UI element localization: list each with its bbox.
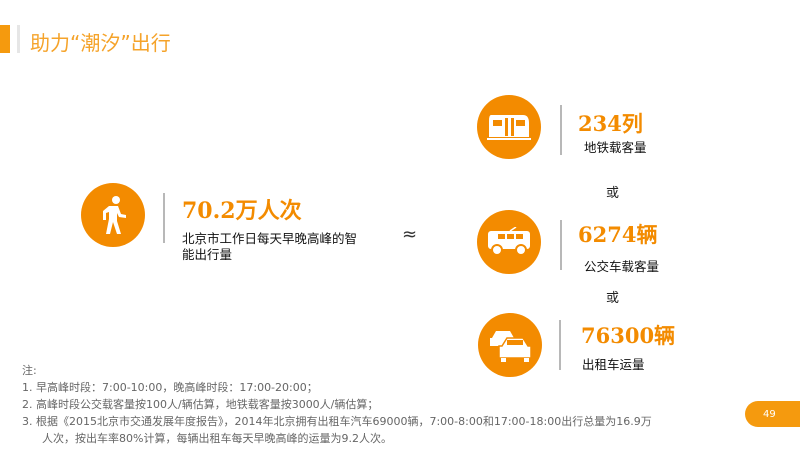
- metro-label: 地铁载客量: [584, 140, 647, 155]
- title-divider: [17, 25, 20, 53]
- bus-icon: [477, 210, 541, 274]
- walking-person-icon: [81, 183, 145, 247]
- total-value: 70.2万人次: [182, 198, 302, 224]
- page-title: 助力“潮汐”出行: [30, 31, 171, 55]
- page-number-badge: 49: [745, 401, 800, 427]
- note-line: 3. 根据《2015北京市交通发展年度报告》，2014年北京拥有出租车汽车690…: [22, 415, 652, 428]
- taxi-label: 出租车运量: [582, 357, 645, 372]
- or-label: 或: [606, 291, 620, 306]
- taxi-cars-icon: [478, 313, 542, 377]
- notes-heading: 注:: [22, 364, 37, 377]
- approx-symbol: ≈: [402, 224, 418, 245]
- divider: [163, 193, 165, 243]
- bus-label: 公交车载客量: [584, 259, 660, 274]
- divider: [560, 220, 562, 270]
- note-line: 人次，按出车率80%计算，每辆出租车每天早晚高峰的运量为9.2人次。: [42, 432, 392, 445]
- total-desc-line1: 北京市工作日每天早晚高峰的智: [182, 231, 358, 246]
- title-accent-bar: [0, 25, 10, 53]
- divider: [560, 105, 562, 155]
- metro-value: 234列: [578, 111, 643, 136]
- divider: [559, 320, 561, 370]
- note-line: 2. 高峰时段公交载客量按100人/辆估算，地铁载客量按3000人/辆估算；: [22, 398, 379, 411]
- taxi-value: 76300辆: [581, 323, 676, 348]
- notes: 注: 1. 早高峰时段：7:00-10:00，晚高峰时段：17:00-20:00…: [22, 362, 652, 447]
- bus-value: 6274辆: [578, 222, 658, 247]
- total-desc-line2: 能出行量: [182, 247, 233, 262]
- note-line: 1. 早高峰时段：7:00-10:00，晚高峰时段：17:00-20:00；: [22, 381, 318, 394]
- subway-train-icon: [477, 95, 541, 159]
- or-label: 或: [606, 186, 620, 201]
